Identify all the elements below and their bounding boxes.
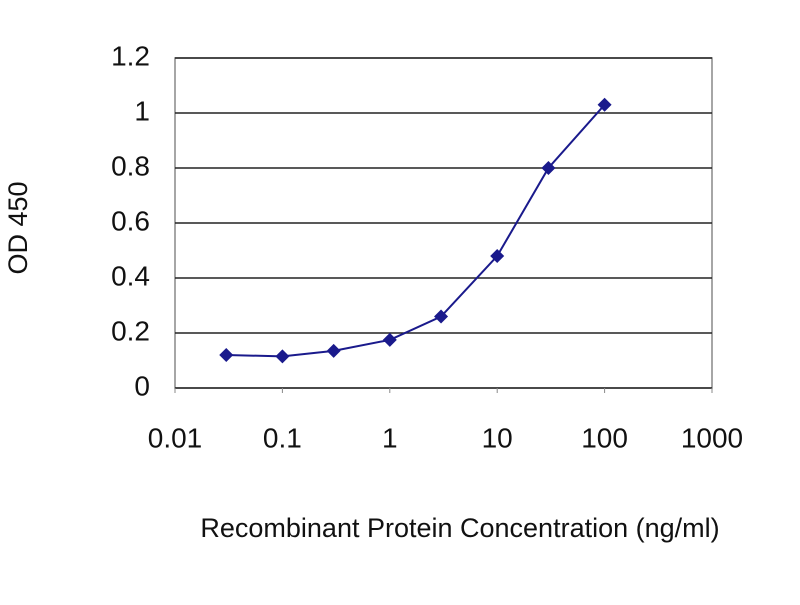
data-point — [219, 348, 234, 362]
data-point — [541, 161, 556, 175]
x-tick-label: 0.01 — [148, 422, 203, 453]
x-axis-title: Recombinant Protein Concentration (ng/ml… — [200, 513, 719, 543]
y-tick-label: 0 — [134, 370, 150, 401]
y-tick-label: 1 — [134, 95, 150, 126]
y-tick-label: 0.6 — [111, 205, 150, 236]
x-tick-label: 10 — [482, 422, 513, 453]
y-axis-title: OD 450 — [3, 181, 33, 274]
x-tick-label: 1 — [382, 422, 398, 453]
x-tick-label: 0.1 — [263, 422, 302, 453]
data-point — [434, 309, 449, 324]
y-tick-label: 0.2 — [111, 315, 150, 346]
data-point — [326, 343, 341, 358]
data-point — [490, 249, 505, 263]
data-point — [275, 349, 290, 364]
x-tick-label: 100 — [581, 422, 628, 453]
y-tick-label: 0.8 — [111, 150, 150, 181]
data-line — [226, 104, 606, 358]
y-tick-label: 1.2 — [111, 40, 150, 71]
x-tick-label: 1000 — [681, 422, 743, 453]
data-point — [382, 332, 397, 347]
data-point — [597, 97, 612, 112]
y-tick-label: 0.4 — [111, 260, 150, 291]
